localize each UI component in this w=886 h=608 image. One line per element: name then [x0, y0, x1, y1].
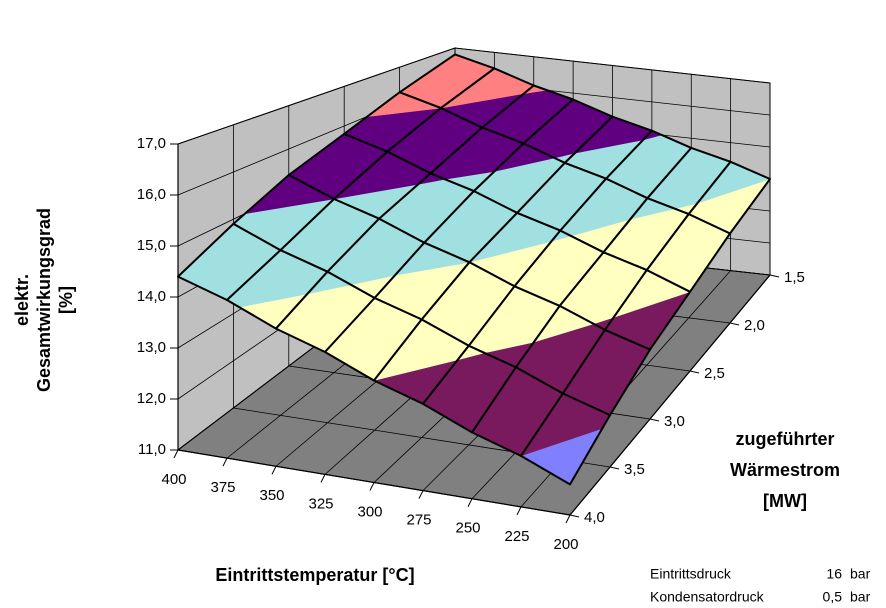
y-tick-label: 16,0: [137, 186, 166, 203]
x-tick: [271, 466, 277, 475]
y-tick-label: 13,0: [137, 339, 166, 356]
z-tick-label: 2,5: [704, 365, 725, 382]
y-tick-label: 17,0: [137, 135, 166, 152]
x-tick: [369, 482, 375, 491]
x-tick: [467, 498, 473, 507]
x-tick-label: 225: [504, 528, 529, 545]
z-axis-title-line: Wärmestrom: [730, 460, 840, 480]
x-tick: [516, 506, 522, 516]
z-tick-label: 2,0: [744, 317, 765, 334]
x-tick-label: 350: [259, 487, 284, 504]
note-value: 0,5: [823, 589, 843, 605]
y-tick-label: 15,0: [137, 237, 166, 254]
surface-cell: [520, 392, 611, 486]
note-unit: bar: [850, 589, 871, 605]
axis-line: [569, 274, 771, 516]
x-tick: [320, 474, 326, 483]
y-axis-title-line: Gesamtwirkungsgrad: [34, 208, 54, 392]
x-tick: [418, 490, 424, 499]
x-tick: [222, 457, 228, 467]
z-tick: [729, 322, 740, 326]
x-axis-title: Eintrittstemperatur [°C]: [215, 565, 414, 585]
z-tick: [689, 370, 700, 374]
z-tick: [769, 274, 780, 278]
y-axis-title: elektr. Gesamtwirkungsgrad [%]: [12, 208, 76, 392]
z-tick-label: 1,5: [784, 269, 805, 286]
x-tick: [565, 514, 571, 524]
z-tick: [609, 466, 620, 470]
x-tick-label: 325: [308, 495, 333, 512]
y-tick-label: 12,0: [137, 390, 166, 407]
note-value: 16: [826, 566, 842, 582]
z-axis-title-line: zugeführter: [736, 429, 835, 449]
y-tick-label: 14,0: [137, 288, 166, 305]
z-tick-label: 3,5: [624, 461, 645, 478]
z-axis-title-line: [MW]: [763, 491, 807, 511]
y-axis-title-line: elektr.: [12, 274, 32, 326]
x-tick-label: 250: [455, 520, 480, 537]
x-tick: [173, 449, 179, 459]
x-tick-label: 400: [161, 471, 186, 488]
grid-line: [177, 47, 771, 145]
y-tick-label: 11,0: [138, 441, 166, 458]
y-axis-title-line: [%]: [56, 286, 76, 314]
x-tick-label: 300: [357, 503, 382, 520]
x-tick-label: 200: [553, 536, 578, 553]
note-label: Eintrittsdruck: [650, 566, 732, 582]
z-tick: [649, 418, 660, 422]
z-tick-label: 3,0: [664, 413, 685, 430]
x-tick-label: 275: [406, 512, 431, 529]
x-tick-label: 375: [210, 479, 235, 496]
z-tick-label: 4,0: [584, 509, 605, 526]
z-tick: [569, 514, 580, 518]
note-unit: bar: [850, 566, 871, 582]
note-label: Kondensatordruck: [650, 589, 765, 605]
